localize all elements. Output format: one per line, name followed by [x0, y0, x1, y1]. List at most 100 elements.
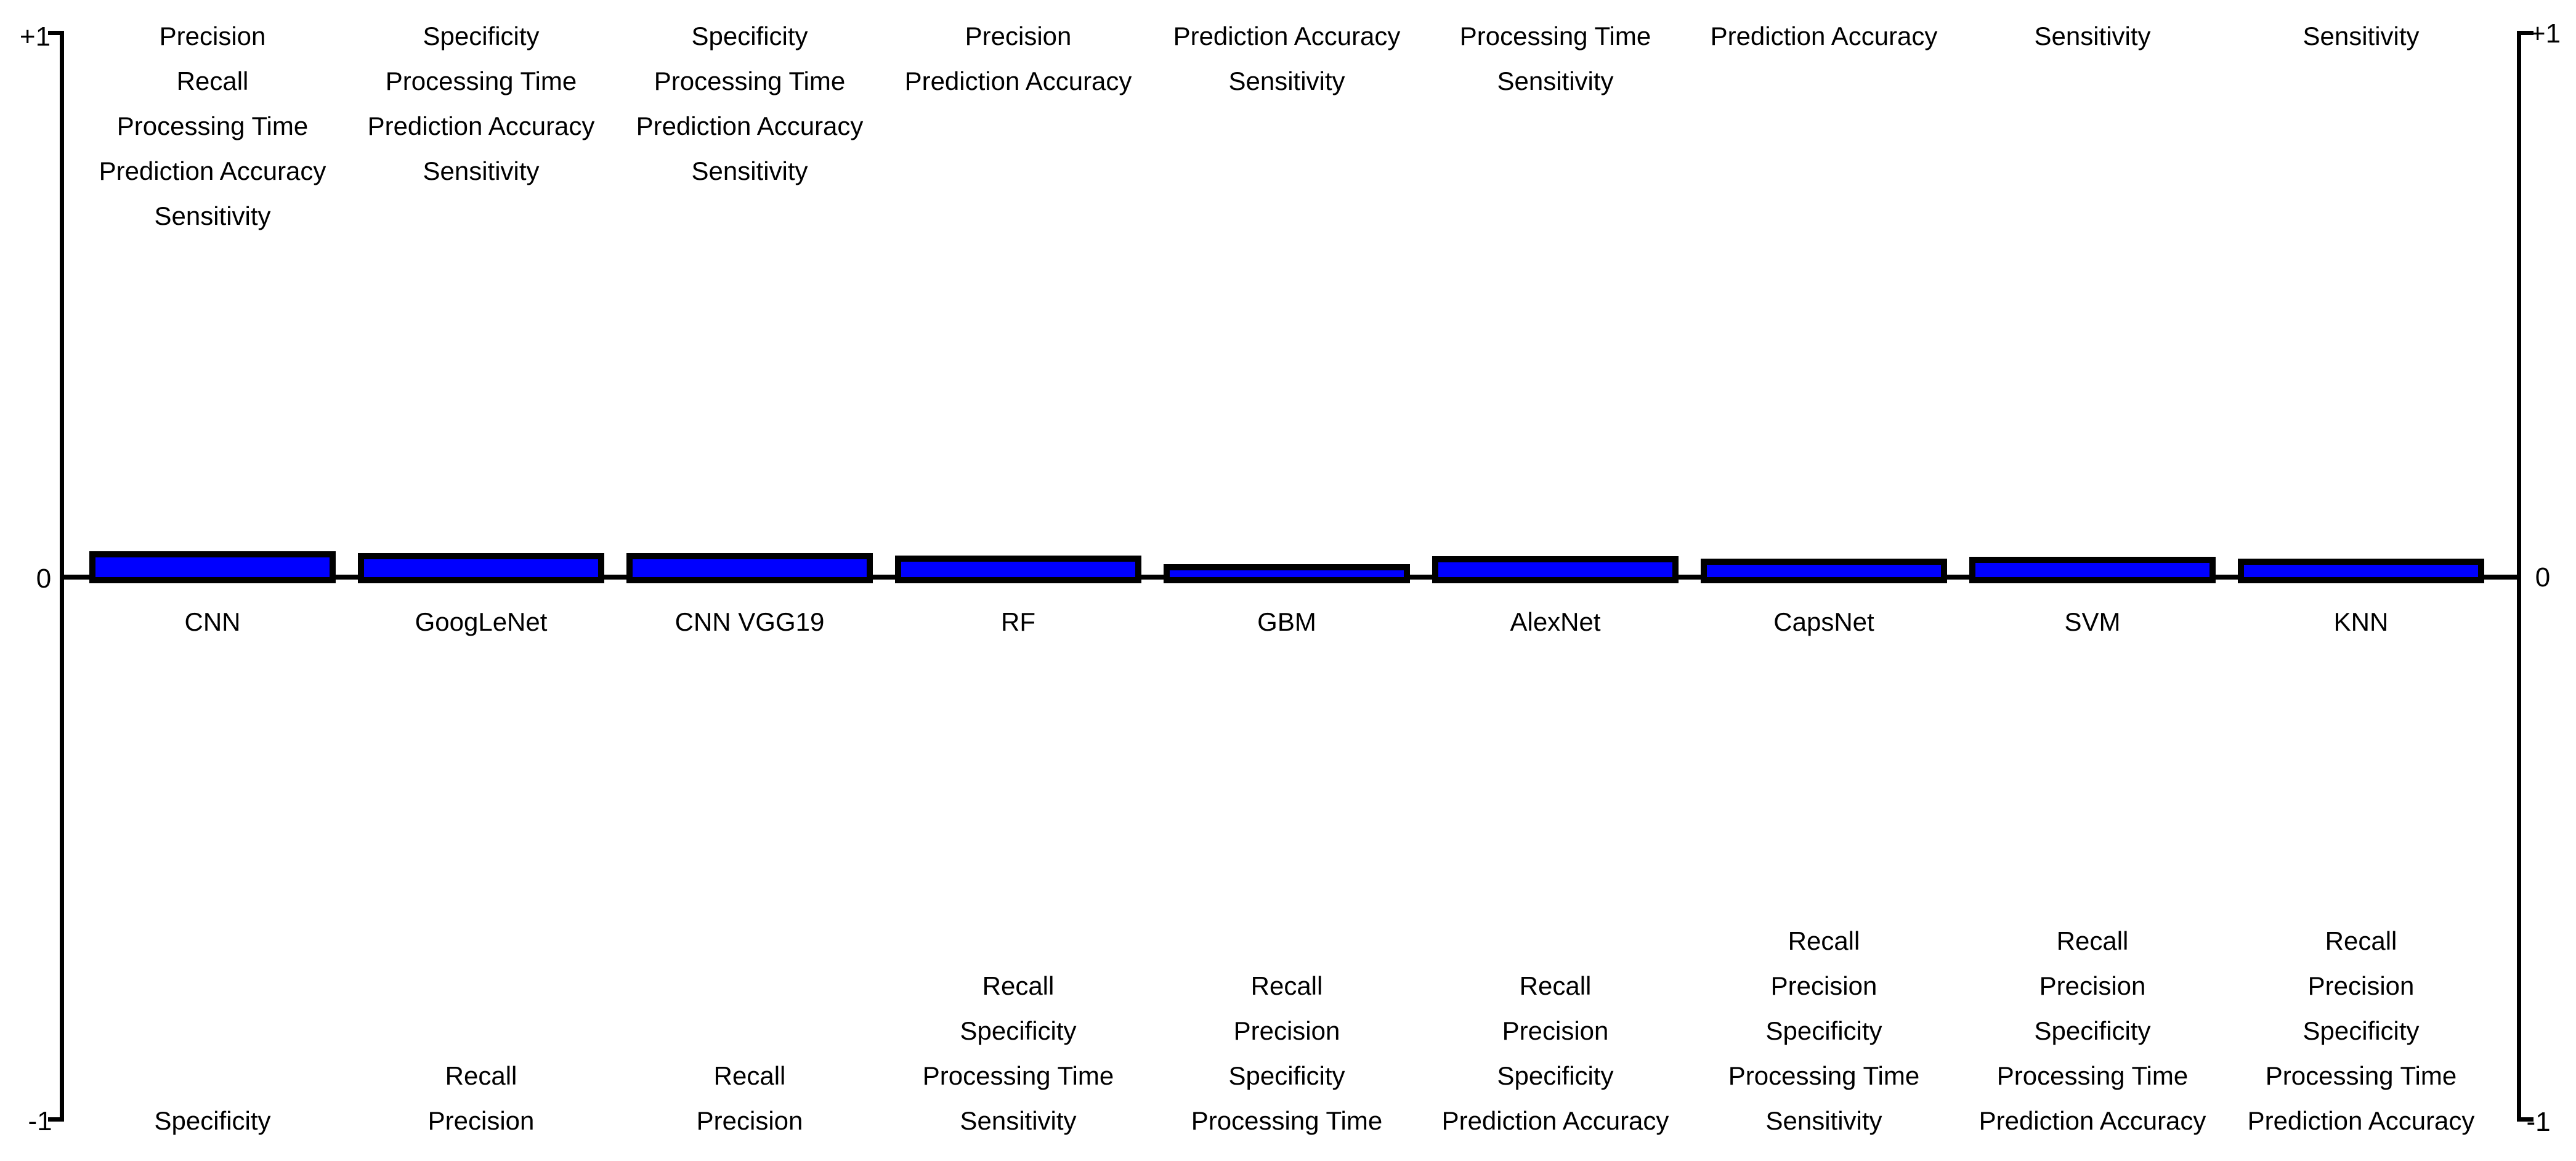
metric-label: Recall: [445, 1061, 517, 1090]
right-axis-plus1-label: +1: [2529, 18, 2561, 49]
model-label-googlenet: GoogLeNet: [415, 607, 548, 636]
metric-label: Sensitivity: [423, 156, 540, 185]
model-label-svm: SVM: [2064, 607, 2121, 636]
metric-label: Prediction Accuracy: [904, 67, 1132, 95]
metric-label: Prediction Accuracy: [636, 111, 864, 140]
metric-label: Precision: [696, 1106, 803, 1135]
right-axis-bottom-tick: [2520, 1117, 2533, 1122]
model-label-capsnet: CapsNet: [1773, 607, 1874, 636]
right-axis-top-tick: [2520, 31, 2533, 35]
metric-label: Processing Time: [1996, 1061, 2189, 1090]
metric-label: Specificity: [423, 22, 540, 51]
metric-label: Recall: [2325, 926, 2397, 955]
right-y-axis-line: [2517, 31, 2521, 1122]
bottom-metrics-alexnet: Recall Precision Specificity Prediction Acc…: [1442, 963, 1669, 1143]
bar-knn: [2238, 559, 2484, 583]
metric-label: Specificity: [960, 1016, 1077, 1045]
metric-label: Specificity: [154, 1106, 271, 1135]
metric-label: Sensitivity: [1228, 67, 1345, 95]
top-metrics-cnn: Precision Recall Processing Time Prediction…: [99, 14, 326, 238]
metric-label: Sensitivity: [691, 156, 808, 185]
metric-label: Precision: [1233, 1016, 1340, 1045]
bottom-metrics-cnn-vgg19: Recall Precision: [697, 1053, 803, 1143]
left-axis-plus1-label: +1: [19, 22, 51, 52]
metric-label: Processing Time: [385, 67, 577, 95]
top-metrics-knn: Sensitivity: [2303, 14, 2419, 59]
right-axis-minus1-label: -1: [2526, 1107, 2551, 1137]
metric-label: Recall: [1788, 926, 1860, 955]
bottom-metrics-rf: Recall Specificity Processing Time Sensitiv…: [923, 963, 1114, 1143]
metric-label: Processing Time: [654, 67, 846, 95]
bottom-metrics-knn: Recall Precision Specificity Processing Tim…: [2248, 918, 2475, 1143]
metric-label: Precision: [1502, 1016, 1609, 1045]
bottom-metrics-gbm: Recall Precision Specificity Processing Tim…: [1191, 963, 1382, 1143]
metric-label: Sensitivity: [154, 201, 271, 230]
metric-label: Precision: [159, 22, 266, 51]
metric-label: Sensitivity: [1497, 67, 1614, 95]
right-axis-zero-label: 0: [2535, 562, 2551, 593]
top-metrics-cnn-vgg19: Specificity Processing Time Prediction Acc…: [636, 14, 864, 193]
metric-label: Specificity: [2034, 1016, 2151, 1045]
bottom-metrics-googlenet: Recall Precision: [428, 1053, 535, 1143]
metric-label: Processing Time: [1191, 1106, 1383, 1135]
top-metrics-googlenet: Specificity Processing Time Prediction Acc…: [368, 14, 595, 193]
bar-svm: [1969, 557, 2216, 583]
bar-gbm: [1164, 564, 1410, 583]
metric-label: Sensitivity: [2034, 22, 2151, 51]
metric-label: Prediction Accuracy: [2247, 1106, 2475, 1135]
metric-label: Specificity: [1228, 1061, 1345, 1090]
metric-label: Precision: [2307, 971, 2415, 1000]
top-metrics-svm: Sensitivity: [2034, 14, 2150, 59]
model-label-knn: KNN: [2333, 607, 2389, 636]
metric-label: Prediction Accuracy: [99, 156, 326, 185]
metric-label: Recall: [982, 971, 1055, 1000]
metric-label: Specificity: [1497, 1061, 1614, 1090]
metric-label: Recall: [713, 1061, 786, 1090]
bar-cnn: [89, 551, 336, 583]
metric-label: Specificity: [2303, 1016, 2420, 1045]
metric-label: Prediction Accuracy: [1173, 22, 1401, 51]
metric-label: Recall: [176, 67, 249, 95]
model-label-cnn-vgg19: CNN VGG19: [674, 607, 825, 636]
top-metrics-capsnet: Prediction Accuracy: [1711, 14, 1938, 59]
left-axis-bottom-tick: [48, 1117, 62, 1122]
metric-label: Precision: [965, 22, 1072, 51]
model-label-cnn: CNN: [184, 607, 241, 636]
metric-label: Precision: [1770, 971, 1877, 1000]
metric-label: Sensitivity: [960, 1106, 1077, 1135]
bar-alexnet: [1432, 556, 1679, 583]
metric-label: Processing Time: [2265, 1061, 2457, 1090]
top-metrics-alexnet: Processing Time Sensitivity: [1460, 14, 1651, 103]
left-axis-zero-label: 0: [36, 564, 52, 594]
left-axis-minus1-label: -1: [28, 1106, 52, 1136]
top-metrics-rf: Precision Prediction Accuracy: [905, 14, 1132, 103]
metric-label: Processing Time: [922, 1061, 1114, 1090]
metric-label: Specificity: [1765, 1016, 1882, 1045]
left-axis-top-tick: [48, 31, 62, 35]
metric-label: Precision: [427, 1106, 535, 1135]
metric-label: Specificity: [691, 22, 808, 51]
model-label-gbm: GBM: [1257, 607, 1316, 636]
bar-capsnet: [1701, 559, 1947, 583]
bar-googlenet: [358, 553, 604, 583]
model-label-alexnet: AlexNet: [1510, 607, 1601, 636]
metric-label: Recall: [1519, 971, 1592, 1000]
metric-label: Recall: [1250, 971, 1323, 1000]
metric-label: Processing Time: [1459, 22, 1651, 51]
metric-label: Processing Time: [1728, 1061, 1920, 1090]
metric-label: Precision: [2039, 971, 2146, 1000]
metric-label: Sensitivity: [2303, 22, 2420, 51]
metric-label: Prediction Accuracy: [1441, 1106, 1669, 1135]
top-metrics-gbm: Prediction Accuracy Sensitivity: [1173, 14, 1401, 103]
metric-label: Sensitivity: [1765, 1106, 1882, 1135]
bottom-metrics-cnn: Specificity: [154, 1098, 270, 1143]
bottom-metrics-capsnet: Recall Precision Specificity Processing Tim…: [1728, 918, 1919, 1143]
metric-label: Prediction Accuracy: [1710, 22, 1938, 51]
bar-rf: [895, 556, 1141, 583]
bottom-metrics-svm: Recall Precision Specificity Processing Tim…: [1979, 918, 2206, 1143]
metric-label: Processing Time: [116, 111, 309, 140]
model-label-rf: RF: [1001, 607, 1035, 636]
metric-label: Prediction Accuracy: [367, 111, 595, 140]
metric-label: Prediction Accuracy: [1979, 1106, 2206, 1135]
